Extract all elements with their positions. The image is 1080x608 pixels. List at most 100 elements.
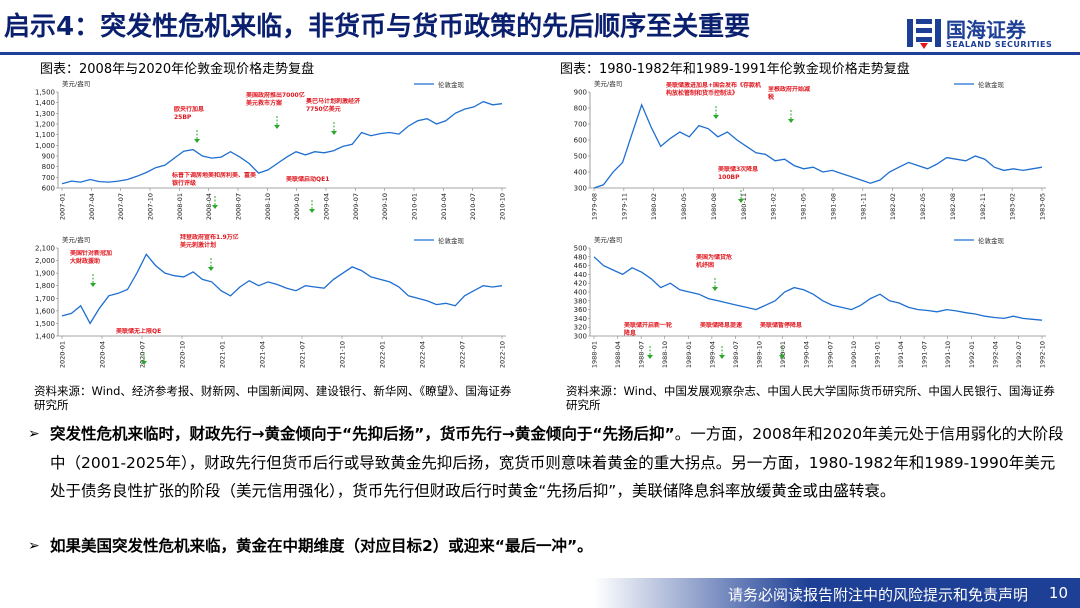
x-tick-label: 2021-01 (219, 341, 227, 368)
bullet-2-bold: 如果美国突发性危机来临，黄金在中期维度（对应目标2）或迎来“最后一冲”。 (50, 537, 593, 555)
x-tick-label: 1991-07 (921, 341, 929, 368)
y-tick-label: 420 (574, 280, 587, 288)
x-tick-label: 2010-01 (411, 193, 419, 220)
bullet-1: ➢ 突发性危机来临时，财政先行→黄金倾向于“先抑后扬”，货币先行→黄金倾向于“先… (28, 420, 1066, 506)
annotation-arrowhead (194, 139, 200, 143)
x-tick-label: 2007-07 (117, 193, 125, 220)
legend-label: 伦敦金现 (978, 236, 1005, 245)
y-tick-label: 1,500 (35, 89, 55, 97)
x-tick-label: 1990-07 (826, 341, 834, 368)
y-tick-label: 460 (574, 262, 587, 270)
x-tick-label: 1988-10 (661, 341, 669, 368)
y-axis-unit-label: 美元/盎司 (62, 79, 90, 88)
chart-annotation: 美联储启动QE1 (286, 176, 329, 183)
chart-annotation: 标普下调房地美和房利美、富美银行评级 (172, 172, 256, 187)
y-tick-label: 1,300 (35, 110, 55, 118)
y-tick-label: 400 (574, 289, 587, 297)
x-tick-label: 1991-01 (873, 341, 881, 368)
legend-label: 伦敦金现 (438, 236, 465, 245)
chart-annotation: 美国为储贷危机纾困 (696, 254, 732, 269)
series-line (61, 100, 503, 185)
x-tick-label: 2021-10 (339, 341, 347, 368)
x-tick-label: 1980-05 (680, 193, 688, 220)
series-line (593, 256, 1043, 321)
y-tick-label: 500 (574, 153, 587, 161)
x-tick-label: 1981-02 (770, 193, 778, 220)
chart-annotation: 欧央行加息25BP (174, 106, 204, 121)
x-tick-label: 2007-04 (88, 193, 96, 220)
x-tick-label: 2021-04 (259, 341, 267, 368)
y-tick-label: 2,000 (35, 257, 55, 265)
x-tick-label: 1990-01 (779, 341, 787, 368)
x-tick-label: 2022-04 (419, 341, 427, 368)
bullet-2: ➢ 如果美国突发性危机来临，黄金在中期维度（对应目标2）或迎来“最后一冲”。 (28, 532, 1066, 561)
y-tick-label: 1,600 (35, 307, 55, 315)
x-tick-label: 2022-07 (459, 341, 467, 368)
right-source-note: 资料来源：Wind、中国发展观察杂志、中国人民大学国际货币研究所、中国人民银行、… (566, 384, 1055, 412)
x-tick-label: 2020-01 (59, 341, 67, 368)
x-tick-label: 1982-05 (919, 193, 927, 220)
x-tick-label: 1992-01 (968, 341, 976, 368)
x-tick-label: 1991-10 (944, 341, 952, 368)
chart-1980-gold: 美元/盎司 伦敦金现 900 800 700 600 500 400 300 1979-08 197… (574, 79, 1047, 220)
y-axis-unit-label: 美元/盎司 (62, 235, 90, 244)
x-tick-label: 1992-07 (1015, 341, 1023, 368)
x-tick-label: 1982-11 (979, 193, 987, 220)
y-tick-label: 400 (574, 169, 587, 177)
y-tick-label: 300 (574, 333, 587, 341)
y-tick-label: 600 (42, 185, 55, 193)
y-axis-unit-label: 美元/盎司 (594, 79, 622, 88)
chart-annotation: 奥巴马计划刺激经济7750亿美元 (306, 98, 360, 113)
y-tick-label: 380 (574, 297, 587, 305)
bullet-1-bold: 突发性危机来临时，财政先行→黄金倾向于“先抑后扬”，货币先行→黄金倾向于“先扬后… (50, 425, 675, 443)
logo-english-name: SEALAND SECURITIES (946, 40, 1053, 49)
annotation-arrowhead (713, 115, 719, 119)
x-tick-label: 1989-04 (708, 341, 716, 368)
y-tick-label: 340 (574, 315, 587, 323)
x-tick-label: 1992-10 (1039, 341, 1047, 368)
left-source-note: 资料来源：Wind、经济参考报、财新网、中国新闻网、建设银行、新华网、《瞭望》、… (34, 384, 512, 412)
x-tick-label: 1980-08 (710, 193, 718, 220)
x-tick-label: 2007-01 (59, 193, 67, 220)
annotation-arrowhead (712, 287, 718, 291)
x-tick-label: 2020-10 (179, 341, 187, 368)
logo-chinese-name: 国海证券 (946, 18, 1026, 42)
page-number: 10 (1048, 584, 1068, 602)
x-tick-label: 1980-11 (740, 193, 748, 220)
y-tick-label: 1,000 (35, 142, 55, 150)
annotation-arrowhead (208, 267, 214, 271)
y-tick-label: 900 (42, 153, 55, 161)
chart-annotation: 美联储暂停降息 (760, 322, 802, 329)
annotation-arrowhead (779, 355, 785, 359)
x-tick-label: 2007-10 (147, 193, 155, 220)
annotation-arrowhead (90, 283, 96, 287)
x-tick-label: 2021-07 (299, 341, 307, 368)
chart-annotation: 美联储无上限QE (116, 328, 161, 335)
legend-label: 伦敦金现 (978, 80, 1005, 89)
x-tick-label: 1989-01 (685, 341, 693, 368)
x-tick-label: 1983-02 (1009, 193, 1017, 220)
annotation-arrowhead (212, 205, 218, 209)
series-line (593, 102, 1043, 189)
annotation-arrowhead (141, 361, 147, 365)
y-tick-label: 1,200 (35, 121, 55, 129)
y-tick-label: 1,100 (35, 131, 55, 139)
x-tick-label: 2008-04 (205, 193, 213, 220)
x-tick-label: 1988-01 (591, 341, 599, 368)
chart-annotation: 美国政府推出7000亿美元救市方案 (246, 92, 305, 107)
y-axis-unit-label: 美元/盎司 (594, 235, 622, 244)
footer-bar: 请务必阅读报告附注中的风险提示和免责声明 10 (0, 578, 1080, 608)
x-tick-label: 2009-01 (293, 193, 301, 220)
y-tick-label: 1,400 (35, 99, 55, 107)
annotation-arrowhead (738, 199, 744, 203)
x-tick-label: 2022-01 (379, 341, 387, 368)
y-tick-label: 320 (574, 324, 587, 332)
x-tick-label: 1989-07 (732, 341, 740, 368)
annotation-arrowhead (719, 355, 725, 359)
x-tick-label: 1982-08 (949, 193, 957, 220)
legend-label: 伦敦金现 (438, 80, 465, 89)
x-tick-label: 2010-07 (469, 193, 477, 220)
y-tick-label: 1,800 (35, 282, 55, 290)
x-tick-label: 2008-07 (235, 193, 243, 220)
footer-disclaimer: 请务必阅读报告附注中的风险提示和免责声明 (727, 586, 1028, 604)
